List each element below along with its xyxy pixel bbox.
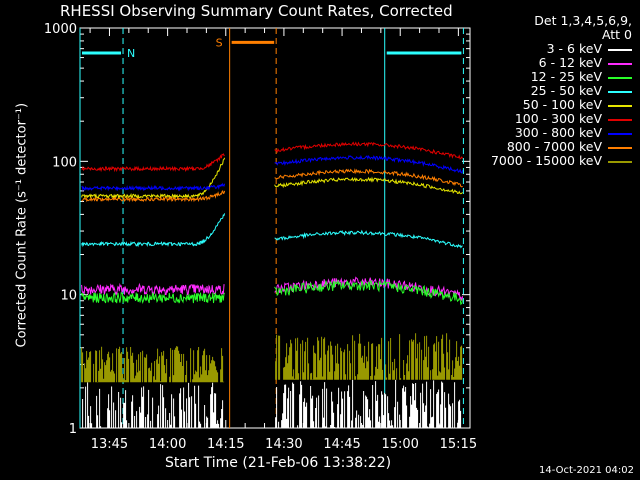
series-line-3-6-kev	[275, 379, 462, 428]
series-line-12-25kev	[81, 291, 226, 305]
series-line-50-100kev	[81, 157, 226, 200]
legend-header-attenuator: Att 0	[601, 27, 632, 42]
legend-entry: 50 - 100 keV	[482, 98, 632, 112]
y-tick-label: 1	[69, 422, 77, 437]
timestamp-footer: 14-Oct-2021 04:02	[539, 465, 634, 476]
x-axis-label: Start Time (21-Feb-06 13:38:22)	[165, 455, 392, 471]
y-tick-label: 1000	[44, 22, 77, 37]
legend-swatch	[608, 63, 632, 65]
legend: Det 1,3,4,5,6,9, Att 0 3 - 6 keV 6 - 12 k…	[482, 14, 632, 168]
x-tick-label: 15:15	[440, 437, 477, 452]
legend-swatch	[608, 49, 632, 51]
legend-entry-label: 100 - 300 keV	[514, 111, 602, 126]
series-line-12-25kev	[274, 278, 464, 306]
series-line-800-7000kev	[274, 168, 463, 188]
legend-entry: 800 - 7000 keV	[482, 140, 632, 154]
series-line-3-6-kev	[82, 382, 224, 428]
x-tick-label: 14:30	[265, 437, 302, 452]
series-line-300-800kev	[274, 154, 464, 174]
series-line-100-300kev	[81, 153, 225, 173]
series-line-800-7000kev	[81, 190, 226, 203]
y-tick-label: 10	[60, 289, 77, 304]
series-line-7000-15000-kev	[275, 333, 463, 380]
x-tick-label: 14:00	[149, 437, 186, 452]
legend-swatch	[608, 147, 632, 149]
series-line-25-50kev	[81, 213, 226, 248]
y-tick-label: 100	[52, 155, 77, 170]
legend-swatch	[608, 119, 632, 121]
legend-entry-label: 300 - 800 keV	[514, 125, 602, 140]
series-line-25-50kev	[274, 229, 463, 249]
series-line-50-100kev	[274, 176, 463, 195]
chart-title: RHESSI Observing Summary Count Rates, Co…	[60, 2, 453, 20]
legend-entry: 7000 - 15000 keV	[482, 154, 632, 168]
legend-swatch	[608, 91, 632, 93]
legend-entry-label: 12 - 25 keV	[530, 69, 602, 84]
legend-swatch	[608, 133, 632, 135]
x-tick-label: 13:45	[91, 437, 128, 452]
legend-entry-label: 50 - 100 keV	[522, 97, 602, 112]
y-axis-label: Corrected Count Rate (s⁻¹ detector⁻¹)	[14, 102, 30, 348]
legend-entry-label: 800 - 7000 keV	[506, 139, 602, 154]
x-tick-label: 14:15	[207, 437, 244, 452]
legend-swatch	[608, 161, 632, 163]
series-line-7000-15000-kev	[81, 346, 225, 383]
legend-entry: 300 - 800 keV	[482, 126, 632, 140]
legend-entry-label: 6 - 12 keV	[538, 55, 602, 70]
flag-label: N	[127, 47, 135, 60]
legend-entry-label: 25 - 50 keV	[530, 83, 602, 98]
legend-entry: 6 - 12 keV	[482, 56, 632, 70]
legend-entry: 100 - 300 keV	[482, 112, 632, 126]
legend-entry-label: 7000 - 15000 keV	[490, 153, 602, 168]
series-line-300-800kev	[81, 182, 226, 192]
legend-swatch	[608, 105, 632, 107]
legend-swatch	[608, 77, 632, 79]
x-tick-label: 14:45	[323, 437, 360, 452]
legend-entry: 25 - 50 keV	[482, 84, 632, 98]
legend-entry: 3 - 6 keV	[482, 42, 632, 56]
x-tick-label: 15:00	[381, 437, 418, 452]
legend-entry-label: 3 - 6 keV	[546, 41, 602, 56]
legend-entry: 12 - 25 keV	[482, 70, 632, 84]
series-line-6-12kev	[81, 282, 225, 296]
legend-header-detectors: Det 1,3,4,5,6,9,	[534, 13, 632, 28]
flag-label: S	[216, 36, 223, 49]
series-line-6-12kev	[274, 276, 464, 301]
series-line-100-300kev	[274, 141, 464, 160]
